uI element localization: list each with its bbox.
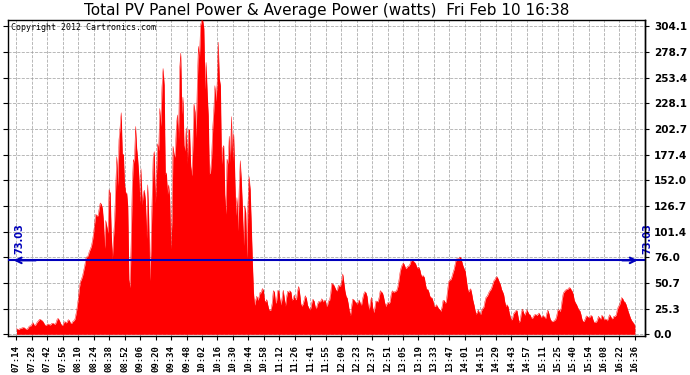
Text: Copyright 2012 Cartronics.com: Copyright 2012 Cartronics.com [11,24,156,33]
Title: Total PV Panel Power & Average Power (watts)  Fri Feb 10 16:38: Total PV Panel Power & Average Power (wa… [83,3,569,18]
Text: 73.03: 73.03 [14,224,24,254]
Text: 73.03: 73.03 [642,224,653,254]
